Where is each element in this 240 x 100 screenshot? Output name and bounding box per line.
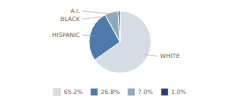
legend-swatch — [91, 89, 98, 96]
labels: WHITE HISPANIC BLACKA.I. — [52, 7, 180, 59]
legend-label: 26.8% — [101, 88, 120, 95]
legend-item: 7.0% — [128, 88, 154, 95]
legend-label: 7.0% — [138, 88, 154, 95]
legend-item: 65.2% — [54, 88, 83, 95]
slices — [89, 11, 151, 73]
chart: WHITE HISPANIC BLACKA.I. 65.2% 26.8% 7.0% 1.0% — [0, 0, 240, 100]
legend: 65.2% 26.8% 7.0% 1.0% — [54, 88, 187, 95]
leader-line — [144, 55, 158, 57]
legend-label: 1.0% — [171, 88, 187, 95]
slice-label: HISPANIC — [52, 31, 80, 38]
legend-item: 26.8% — [91, 88, 120, 95]
legend-swatch — [54, 89, 61, 96]
slice — [105, 11, 120, 42]
slice-label: WHITE — [160, 52, 180, 59]
leader-line — [82, 11, 119, 15]
slice-label: BLACK — [60, 15, 81, 22]
leader-line — [82, 35, 93, 37]
slice-label: A.I. — [70, 7, 80, 14]
legend-label: 65.2% — [64, 88, 83, 95]
legend-item: 1.0% — [161, 88, 187, 95]
legend-swatch — [128, 89, 135, 96]
leader-line — [82, 16, 112, 19]
pie: WHITE HISPANIC BLACKA.I. — [52, 7, 180, 73]
legend-swatch — [161, 89, 168, 96]
slice — [118, 11, 120, 42]
